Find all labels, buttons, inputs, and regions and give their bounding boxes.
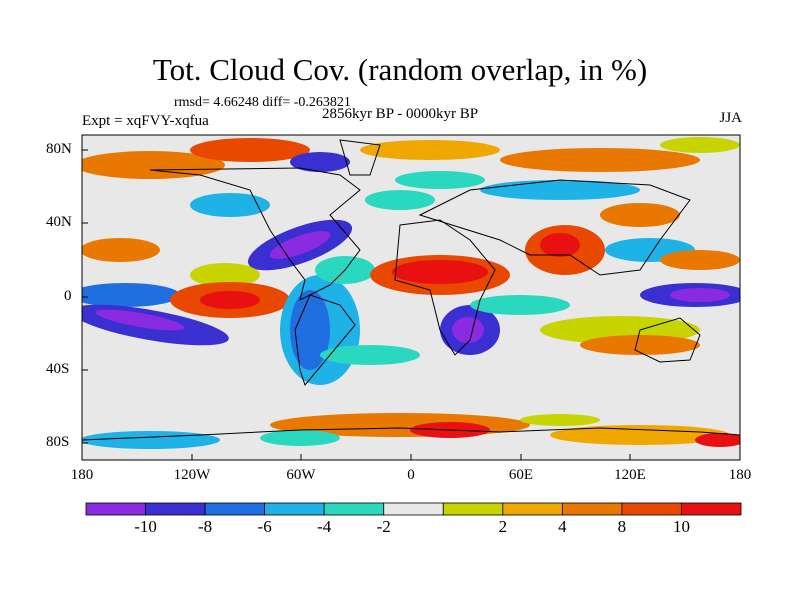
anomaly-region: [695, 433, 740, 447]
anomaly-region: [360, 140, 500, 160]
colorbar-swatch: [442, 502, 504, 516]
anomaly-region: [660, 250, 740, 270]
anomaly-region: [82, 283, 180, 307]
anomaly-region: [395, 171, 485, 189]
x-tick-label: 60W: [286, 467, 316, 483]
map-title: Tot. Cloud Cov. (random overlap, in %): [152, 52, 648, 87]
anomaly-region: [320, 345, 420, 365]
x-tick-label: 120W: [173, 467, 211, 483]
anomaly-region: [540, 233, 580, 257]
anomaly-region: [200, 291, 260, 309]
colorbar-label: 10: [672, 517, 690, 536]
y-tick-label: 80S: [46, 434, 70, 450]
anomaly-field: [82, 135, 740, 460]
anomaly-region: [260, 430, 340, 446]
colorbar-swatch: [383, 502, 444, 516]
y-tick-label: 40S: [46, 361, 70, 377]
experiment-label: Expt = xqFVY-xqfua: [82, 113, 209, 129]
anomaly-region: [600, 203, 680, 227]
colorbar-label: 2: [498, 517, 508, 536]
anomaly-region: [470, 295, 570, 315]
anomaly-region: [580, 335, 700, 355]
colorbar-label: -8: [197, 517, 213, 536]
anomaly-region: [480, 180, 640, 200]
x-tick-label: 60E: [508, 467, 534, 483]
anomaly-region: [520, 414, 600, 426]
anomaly-region: [550, 425, 730, 445]
x-tick-label: 0: [407, 467, 415, 483]
colorbar-label: -6: [257, 517, 272, 536]
colorbar-swatch: [204, 502, 266, 516]
colorbar-swatch: [323, 502, 385, 516]
anomaly-region: [190, 193, 270, 217]
colorbar-label: -10: [134, 517, 157, 536]
coastlines: [82, 139, 740, 441]
anomaly-region: [392, 260, 488, 284]
anomaly-region: [82, 151, 225, 179]
season-label: JJA: [719, 110, 742, 126]
x-tick-label: 120E: [614, 467, 646, 483]
period-text: 2856kyr BP - 0000kyr BP: [321, 106, 479, 122]
anomaly-region: [452, 317, 484, 343]
x-tick-label: 180: [70, 467, 94, 483]
y-tick-label: 0: [64, 288, 72, 304]
anomaly-region: [190, 263, 260, 287]
anomaly-region: [95, 309, 185, 331]
y-tick-label: 40N: [46, 214, 72, 230]
anomaly-region: [82, 431, 220, 449]
colorbar-swatch: [681, 502, 742, 516]
colorbar-swatch: [621, 502, 682, 516]
colorbar-label: -4: [317, 517, 332, 536]
anomaly-region: [290, 290, 330, 370]
axis-ticks: [81, 149, 741, 460]
colorbar-label: 4: [558, 517, 567, 536]
stats-text: rmsd= 4.66248 diff= -0.263821: [174, 95, 351, 110]
anomaly-region: [82, 238, 160, 262]
y-tick-label: 80N: [46, 141, 72, 157]
colorbar: [85, 502, 742, 516]
anomaly-region: [500, 148, 700, 172]
anomaly-region: [365, 190, 435, 210]
colorbar-swatch: [502, 502, 563, 516]
colorbar-label: 8: [617, 517, 627, 536]
anomaly-region: [660, 137, 740, 153]
anomaly-region: [190, 138, 310, 162]
colorbar-swatch: [85, 502, 146, 516]
colorbar-swatch: [264, 502, 325, 516]
colorbar-label: -2: [376, 517, 391, 536]
anomaly-region: [290, 152, 350, 172]
anomaly-region: [670, 288, 730, 302]
colorbar-swatch: [561, 502, 623, 516]
x-tick-label: 180: [728, 467, 752, 483]
colorbar-swatch: [145, 502, 206, 516]
